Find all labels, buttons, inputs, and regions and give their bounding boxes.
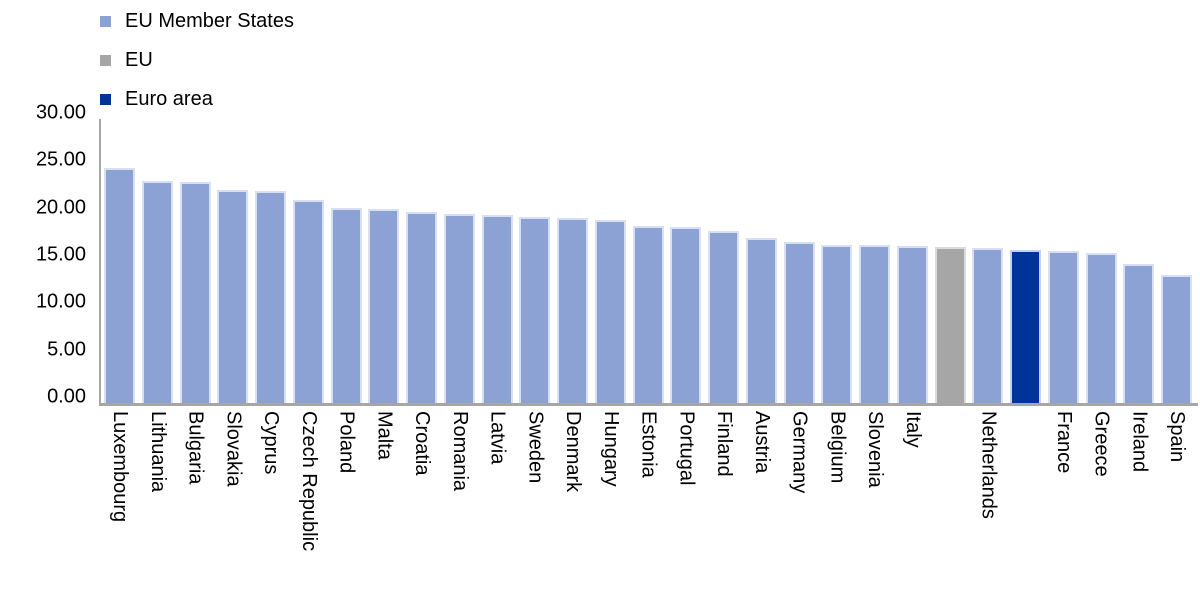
x-axis-label-slovenia: Slovenia <box>864 411 886 488</box>
legend-label-eu: EU <box>125 49 153 71</box>
legend-item-eu-member-states: EU Member States <box>100 10 294 32</box>
bar-euro-area <box>1010 249 1041 404</box>
legend-item-euro-area: Euro area <box>100 88 294 110</box>
x-axis-label-croatia: Croatia <box>411 411 433 476</box>
x-axis-label-malta: Malta <box>373 411 396 460</box>
x-axis-label-bulgaria: Bulgaria <box>184 411 207 485</box>
x-axis-label-lithuania: Lithuania <box>146 411 169 493</box>
x-axis-label-spain: Spain <box>1166 411 1188 463</box>
x-axis-label-germany: Germany <box>788 411 811 494</box>
x-axis-label-latvia: Latvia <box>486 411 509 465</box>
legend-label-euro-area: Euro area <box>125 88 213 110</box>
bar-finland <box>708 230 739 404</box>
legend-swatch-euro-area-icon <box>100 93 111 105</box>
y-axis-line <box>99 119 101 405</box>
bar-romania <box>443 213 475 404</box>
legend-swatch-eu-member-states-icon <box>100 15 111 27</box>
bar-cyprus <box>255 191 286 404</box>
x-axis-label-netherlands: Netherlands <box>977 411 1000 519</box>
legend-swatch-eu-icon <box>100 54 111 66</box>
bar-croatia <box>406 211 437 404</box>
bar-portugal <box>670 226 702 404</box>
bar-netherlands <box>972 247 1004 404</box>
legend-item-eu: EU <box>100 49 294 71</box>
x-axis-label-hungary: Hungary <box>599 411 622 487</box>
bar-lithuania <box>141 180 173 404</box>
bar-czech-republic <box>292 199 324 404</box>
x-axis-label-slovakia: Slovakia <box>222 411 245 487</box>
bar-spain <box>1161 275 1192 404</box>
bar-bulgaria <box>179 181 211 404</box>
x-axis-label-finland: Finland <box>713 411 735 477</box>
x-axis-label-czech-republic: Czech Republic <box>297 411 320 552</box>
bar-slovakia <box>217 190 249 404</box>
x-axis-label-cyprus: Cyprus <box>260 411 282 475</box>
x-axis-label-greece: Greece <box>1090 411 1113 477</box>
bar-poland <box>330 208 362 404</box>
x-axis-label-luxembourg: Luxembourg <box>109 411 131 523</box>
bar-germany <box>783 242 815 404</box>
bar-austria <box>745 238 777 404</box>
y-tick-label-15.00: 15.00 <box>35 243 86 266</box>
y-tick-label-0.00: 0.00 <box>47 385 86 408</box>
bar-ireland <box>1123 263 1155 404</box>
x-axis-label-italy: Italy <box>901 411 924 448</box>
x-axis-label-ireland: Ireland <box>1128 411 1151 473</box>
x-axis-label-france: France <box>1052 411 1075 474</box>
bar-eu <box>934 246 966 404</box>
bar-italy <box>896 245 928 404</box>
x-axis-label-estonia: Estonia <box>637 411 660 478</box>
x-axis-label-sweden: Sweden <box>524 411 547 484</box>
x-axis-label-belgium: Belgium <box>826 411 849 484</box>
x-axis-label-austria: Austria <box>750 411 773 474</box>
y-tick-label-25.00: 25.00 <box>35 148 86 171</box>
y-tick-label-20.00: 20.00 <box>35 196 86 219</box>
x-axis-label-denmark: Denmark <box>562 411 584 493</box>
x-axis-label-portugal: Portugal <box>675 411 698 486</box>
bar-latvia <box>481 214 513 404</box>
x-axis-label-poland: Poland <box>335 411 358 474</box>
legend-label-eu-member-states: EU Member States <box>125 10 294 32</box>
bar-france <box>1047 250 1079 404</box>
bar-sweden <box>519 216 551 404</box>
x-axis-line <box>99 403 1198 406</box>
bar-greece <box>1085 253 1117 404</box>
x-axis-label-romania: Romania <box>448 411 471 492</box>
bar-slovenia <box>859 244 890 404</box>
bar-hungary <box>594 220 626 404</box>
y-axis: 0.00 5.00 10.00 15.00 20.00 25.00 30.00 <box>0 0 86 600</box>
y-tick-label-30.00: 30.00 <box>35 101 86 124</box>
bar-belgium <box>821 244 853 404</box>
bar-estonia <box>632 226 664 404</box>
y-tick-label-10.00: 10.00 <box>35 290 86 313</box>
bar-malta <box>368 208 400 404</box>
bar-denmark <box>557 217 588 404</box>
chart-legend: EU Member States EU Euro area <box>100 10 294 110</box>
bar-luxembourg <box>104 168 135 404</box>
y-tick-label-5.00: 5.00 <box>47 338 86 361</box>
